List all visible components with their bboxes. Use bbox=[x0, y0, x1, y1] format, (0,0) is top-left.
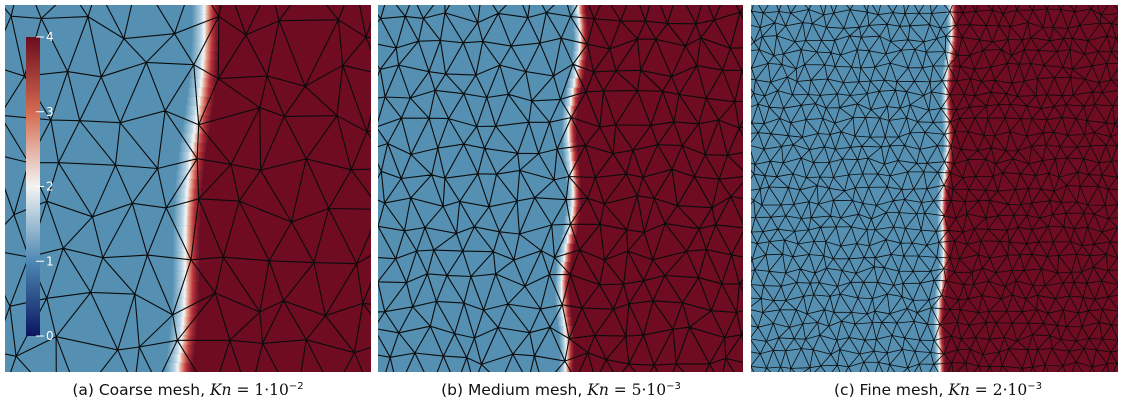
mesh-lines bbox=[5, 5, 371, 372]
shock-front-band bbox=[174, 188, 202, 198]
shock-front-band bbox=[938, 234, 949, 244]
shock-front-band bbox=[939, 170, 951, 180]
right-state-region bbox=[190, 5, 371, 372]
shock-front-band bbox=[944, 50, 956, 61]
colorbar-tick-label: 3 bbox=[46, 105, 54, 119]
shock-front-band bbox=[172, 261, 199, 272]
colorbar-tick-label: 0 bbox=[46, 329, 54, 343]
shock-front-band bbox=[937, 271, 949, 281]
shock-front-band bbox=[558, 362, 574, 372]
caption-medium: (b) Medium mesh, Kn = 5·10−3 bbox=[398, 381, 724, 399]
shock-front-band bbox=[558, 243, 575, 253]
caption-medium-text: (b) Medium mesh, bbox=[441, 381, 588, 400]
caption-fine: (c) Fine mesh, Kn = 2·10−3 bbox=[790, 381, 1086, 399]
colorbar-tick-label: 2 bbox=[46, 180, 54, 194]
shock-front-band bbox=[554, 289, 570, 299]
shock-front-band bbox=[189, 69, 217, 79]
caption-medium-kn: Kn bbox=[587, 381, 609, 400]
shock-front-band bbox=[936, 197, 948, 207]
shock-front-band bbox=[175, 170, 203, 180]
shock-front-band bbox=[173, 206, 200, 217]
mesh-lines bbox=[378, 5, 743, 372]
caption-fine-text: (c) Fine mesh, bbox=[834, 381, 949, 400]
shock-front-band bbox=[561, 133, 577, 143]
caption-fine-exponent: −3 bbox=[1027, 381, 1042, 392]
shock-front-band bbox=[171, 307, 198, 317]
shock-front-band bbox=[933, 298, 945, 308]
shock-front-band bbox=[554, 280, 570, 290]
caption-fine-kn: Kn bbox=[948, 381, 970, 400]
shock-front-band bbox=[181, 124, 210, 134]
shock-front-band bbox=[191, 5, 218, 15]
shock-front-band bbox=[558, 326, 574, 336]
shock-front-band bbox=[560, 234, 576, 244]
medium-mesh-plot bbox=[378, 5, 743, 372]
shock-front-band bbox=[942, 124, 953, 134]
shock-front-band bbox=[566, 188, 581, 198]
caption-fine-value: = 2·10 bbox=[969, 381, 1028, 400]
colorbar-tick-label: 1 bbox=[46, 254, 54, 268]
shock-front-band bbox=[186, 96, 214, 106]
shock-front-band bbox=[172, 225, 200, 235]
panel-fine-mesh bbox=[751, 5, 1118, 372]
shock-front-band bbox=[941, 151, 953, 161]
caption-coarse-value: = 1·10 bbox=[231, 381, 289, 400]
shock-front-band bbox=[184, 105, 213, 116]
shock-front-band bbox=[183, 115, 211, 125]
shock-front-band bbox=[932, 307, 944, 317]
shock-front-band bbox=[561, 115, 577, 125]
shock-front-band bbox=[557, 316, 573, 327]
caption-coarse-kn: Kn bbox=[209, 381, 232, 400]
shock-front-band bbox=[573, 32, 588, 42]
shock-front-band bbox=[172, 234, 199, 244]
shock-front-band bbox=[173, 216, 200, 226]
shock-front-band bbox=[179, 142, 207, 152]
shock-front-band bbox=[555, 271, 570, 281]
shock-front-band bbox=[191, 41, 218, 51]
shock-front-band bbox=[563, 216, 580, 226]
fine-mesh-plot bbox=[751, 5, 1118, 372]
coarse-mesh-plot: 4 3 2 1 0 bbox=[5, 5, 371, 372]
panel-medium-mesh bbox=[378, 5, 743, 372]
colorbar-tick-label: 4 bbox=[46, 30, 54, 44]
caption-medium-value: = 5·10 bbox=[608, 381, 667, 400]
panel-coarse-mesh: 4 3 2 1 0 bbox=[5, 5, 371, 372]
shock-front-band bbox=[947, 23, 958, 33]
shock-front-band bbox=[568, 69, 585, 79]
caption-coarse: (a) Coarse mesh, Kn = 1·10−2 bbox=[35, 381, 341, 399]
shock-front-band bbox=[191, 14, 218, 24]
shock-front-band bbox=[188, 78, 216, 88]
caption-coarse-exponent: −2 bbox=[288, 381, 304, 392]
shock-front-band bbox=[935, 280, 948, 290]
mesh-lines bbox=[751, 5, 1118, 372]
shock-front-band bbox=[933, 335, 944, 345]
shock-front-band bbox=[556, 252, 573, 262]
shock-front-band bbox=[191, 32, 218, 42]
caption-medium-exponent: −3 bbox=[666, 381, 681, 392]
shock-front-band bbox=[563, 96, 579, 106]
shock-front-band bbox=[946, 32, 958, 42]
shock-front-band bbox=[945, 41, 957, 51]
shock-front-band bbox=[164, 362, 193, 372]
shock-front-band bbox=[934, 362, 946, 372]
shock-front-band bbox=[561, 124, 576, 134]
shock-front-band bbox=[172, 280, 199, 290]
shock-front-band bbox=[187, 87, 215, 97]
shock-front-band bbox=[566, 78, 583, 88]
caption-coarse-text: (a) Coarse mesh, bbox=[72, 381, 210, 400]
shock-front-band bbox=[937, 225, 949, 235]
shock-front-band bbox=[571, 5, 587, 15]
shock-front-band bbox=[172, 252, 199, 262]
shock-front-band bbox=[190, 50, 218, 61]
shock-front-band bbox=[172, 289, 199, 299]
shock-front-band bbox=[932, 326, 944, 336]
shock-front-band bbox=[563, 151, 579, 161]
shock-front-band bbox=[175, 179, 202, 189]
shock-front-band bbox=[180, 133, 208, 143]
